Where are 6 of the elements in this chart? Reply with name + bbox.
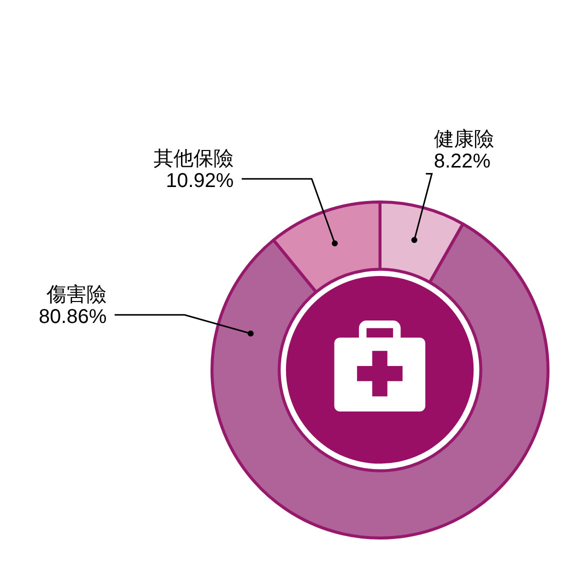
slice-label: 傷害險 [46, 282, 107, 306]
data-label: 80.86% [38, 306, 107, 328]
data-label: 8.22% [434, 150, 491, 173]
data-label: 10.92% [166, 170, 234, 192]
slice-label: 健康險 [434, 128, 494, 151]
slice-label: 其他保險 [154, 148, 234, 170]
